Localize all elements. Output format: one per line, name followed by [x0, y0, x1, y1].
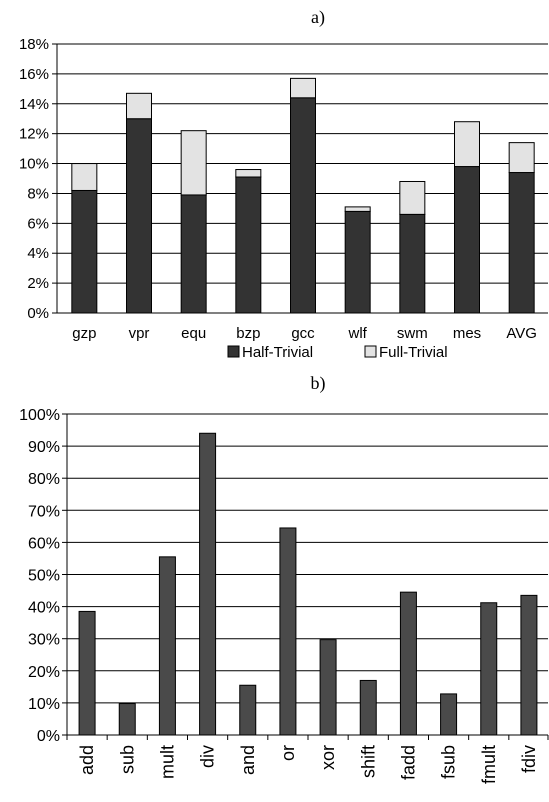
y-tick-label: 40%	[28, 600, 60, 617]
y-tick-label: 6%	[27, 215, 49, 232]
bar-fmult	[480, 602, 498, 736]
x-tick-label: wlf	[347, 325, 367, 342]
x-tick-label: AVG	[506, 325, 537, 342]
x-tick-label: equ	[181, 325, 206, 342]
x-tick-label: and	[238, 745, 258, 775]
y-tick-label: 0%	[27, 305, 49, 322]
y-tick-label: 30%	[28, 632, 60, 649]
bar-div	[199, 432, 217, 736]
bar-add	[78, 610, 96, 736]
chart-a-axes	[52, 43, 548, 314]
x-tick-label: div	[198, 745, 218, 768]
bar-full-trivial-wlf	[344, 206, 371, 212]
chart-b-y-tick-labels: 0% 10% 20% 30% 40% 50% 60% 70% 80% 90% 100%	[19, 407, 60, 745]
x-tick-label: xor	[318, 745, 338, 770]
bar-full-trivial-equ	[180, 130, 207, 196]
bar-half-trivial-swm	[399, 213, 426, 314]
bar-and	[239, 684, 257, 736]
bar-full-trivial-mes	[454, 121, 480, 168]
x-tick-label: sub	[117, 745, 137, 774]
bar-half-trivial-gcc	[290, 97, 316, 314]
x-tick-label: or	[278, 745, 298, 761]
bar-shift	[359, 679, 377, 736]
x-tick-label: fadd	[398, 745, 418, 780]
chart-b-axes	[62, 413, 549, 740]
chart-a-x-tick-labels: gzp vpr equ bzp gcc wlf swm mes AVG	[72, 325, 537, 342]
bar-sub	[118, 703, 136, 736]
bar-full-trivial-gcc	[290, 77, 316, 99]
legend-swatch-full-trivial	[364, 345, 377, 358]
bar-xor	[319, 639, 337, 736]
y-tick-label: 100%	[19, 407, 60, 424]
y-tick-label: 0%	[37, 728, 60, 745]
bar-fsub	[440, 693, 458, 736]
legend-label-half-trivial: Half-Trivial	[242, 344, 313, 361]
bar-half-trivial-gzp	[71, 189, 98, 314]
x-tick-label: fmult	[479, 745, 499, 784]
y-tick-label: 12%	[19, 126, 49, 143]
bar-half-trivial-bzp	[235, 176, 262, 314]
chart-a-y-tick-labels: 0% 2% 4% 6% 8% 10% 12% 14% 16% 18%	[19, 36, 49, 322]
chart-a: a) 0% 2% 4% 6% 8% 10% 12% 14% 16% 18% gzp vpr equ bz…	[19, 7, 548, 361]
x-tick-label: bzp	[236, 325, 260, 342]
chart-b-gridlines	[67, 413, 548, 704]
bar-or	[279, 527, 297, 736]
y-tick-label: 8%	[27, 185, 49, 202]
y-tick-label: 4%	[27, 245, 49, 262]
chart-a-legend: Half-Trivial Full-Trivial	[227, 344, 448, 361]
y-tick-label: 18%	[19, 36, 49, 53]
bar-half-trivial-vpr	[126, 118, 152, 314]
x-tick-label: gcc	[291, 325, 315, 342]
legend-label-full-trivial: Full-Trivial	[379, 344, 448, 361]
x-tick-label: shift	[358, 745, 378, 778]
y-tick-label: 14%	[19, 96, 49, 113]
y-tick-label: 2%	[27, 275, 49, 292]
y-tick-label: 70%	[28, 503, 60, 520]
y-tick-label: 50%	[28, 568, 60, 585]
bar-fdiv	[520, 594, 538, 736]
x-tick-label: fdiv	[519, 745, 539, 773]
x-tick-label: swm	[397, 325, 428, 342]
y-tick-label: 10%	[28, 696, 60, 713]
bar-full-trivial-vpr	[126, 92, 152, 120]
bar-fadd	[399, 591, 417, 736]
x-tick-label: gzp	[72, 325, 96, 342]
y-tick-label: 60%	[28, 535, 60, 552]
chart-a-title: a)	[311, 7, 325, 28]
chart-b-title: b)	[311, 373, 326, 394]
y-tick-label: 10%	[19, 156, 49, 173]
chart-b-x-tick-labels: add sub mult div and or xor shift fadd fsub fmult f…	[77, 745, 539, 784]
x-tick-label: mult	[157, 745, 177, 779]
bar-full-trivial-swm	[399, 180, 426, 215]
y-tick-label: 20%	[28, 664, 60, 681]
bar-mult	[158, 556, 176, 736]
x-tick-label: mes	[453, 325, 481, 342]
bar-half-trivial-avg	[508, 172, 535, 314]
bar-half-trivial-mes	[454, 166, 480, 314]
bar-full-trivial-gzp	[71, 163, 98, 191]
bar-full-trivial-avg	[508, 142, 535, 174]
x-tick-label: add	[77, 745, 97, 775]
legend-swatch-half-trivial	[227, 345, 240, 358]
bar-half-trivial-wlf	[344, 210, 371, 314]
y-tick-label: 80%	[28, 471, 60, 488]
chart-b: b) 0% 10% 20% 30% 40% 50% 60% 70% 80% 90% 100% add…	[19, 373, 549, 784]
y-tick-label: 16%	[19, 66, 49, 83]
bar-full-trivial-bzp	[235, 169, 262, 178]
x-tick-label: fsub	[439, 745, 459, 779]
chart-a-bars	[71, 77, 535, 314]
bar-half-trivial-equ	[180, 194, 207, 314]
x-tick-label: vpr	[129, 325, 150, 342]
chart-b-bars	[78, 432, 538, 736]
y-tick-label: 90%	[28, 439, 60, 456]
